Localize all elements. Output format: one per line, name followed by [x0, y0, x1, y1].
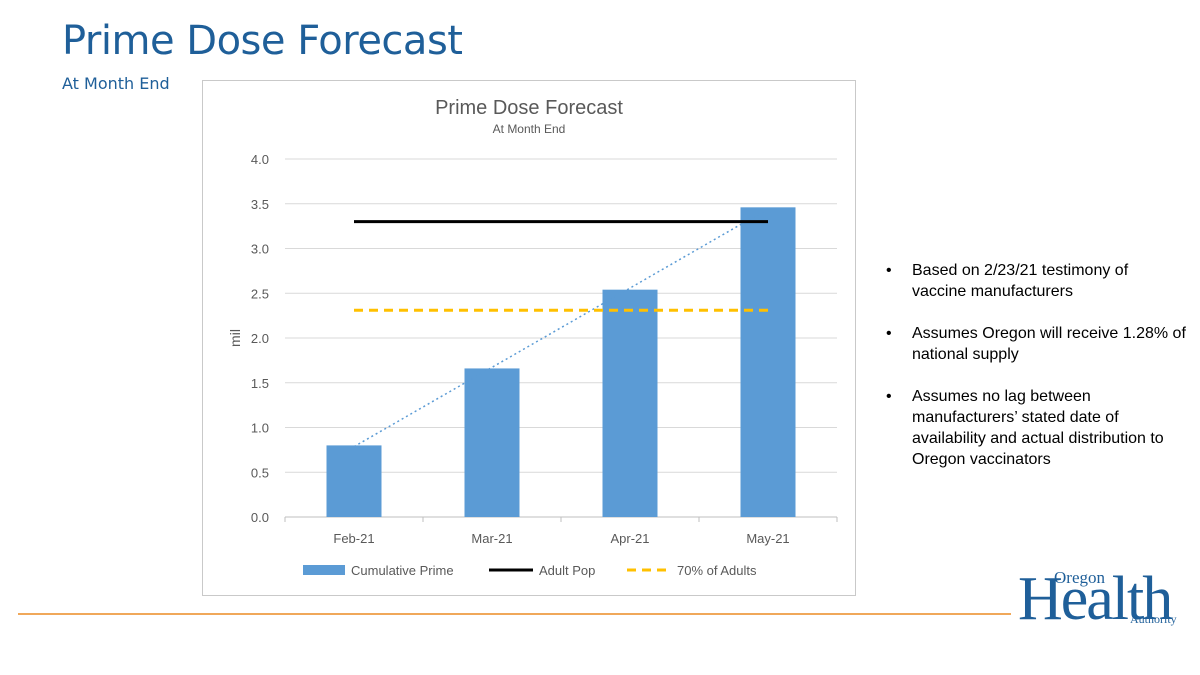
y-tick-label: 0.5 [251, 465, 269, 480]
y-axis-label: mil [227, 329, 243, 347]
bullet-icon: • [886, 325, 892, 342]
slide-title: Prime Dose Forecast [62, 18, 463, 64]
legend-label-70-percent-adults: 70% of Adults [677, 563, 757, 578]
x-tick-label: May-21 [746, 531, 789, 546]
bullet-icon: • [886, 388, 892, 405]
bullet-text: Assumes no lag between manufacturers’ st… [912, 388, 1164, 468]
y-tick-label: 1.5 [251, 376, 269, 391]
bullet-list: • Based on 2/23/21 testimony of vaccine … [886, 260, 1186, 491]
y-tick-label: 2.5 [251, 286, 269, 301]
logo-health-text: Health [1018, 565, 1173, 633]
chart-subtitle: At Month End [493, 122, 566, 136]
y-tick-label: 3.5 [251, 197, 269, 212]
bullet-item: • Assumes no lag between manufacturers’ … [886, 386, 1186, 470]
logo-authority-text: Authority [1130, 612, 1177, 626]
chart-frame: Prime Dose Forecast At Month End 0.0 0.5 1.0… [202, 80, 856, 596]
bullet-item: • Assumes Oregon will receive 1.28% of n… [886, 323, 1186, 365]
footer-divider [18, 613, 1011, 615]
trendline-cumulative-prime [353, 208, 769, 448]
chart-svg: Prime Dose Forecast At Month End 0.0 0.5 1.0… [227, 97, 838, 578]
y-tick-label: 0.0 [251, 510, 269, 525]
bar-cumulative-prime [464, 368, 520, 517]
bullet-text: Based on 2/23/21 testimony of vaccine ma… [912, 262, 1129, 300]
y-tick-label: 1.0 [251, 421, 269, 436]
bar-cumulative-prime [740, 207, 796, 517]
logo-oregon-text: Oregon [1054, 568, 1105, 587]
bar-cumulative-prime [602, 289, 658, 517]
x-tick-label: Feb-21 [333, 531, 374, 546]
bullet-item: • Based on 2/23/21 testimony of vaccine … [886, 260, 1186, 302]
legend-label-cumulative-prime: Cumulative Prime [351, 563, 454, 578]
legend-swatch-cumulative-prime [303, 565, 345, 575]
bar-cumulative-prime [326, 445, 382, 517]
y-tick-label: 4.0 [251, 152, 269, 167]
oregon-health-authority-logo: Health Oregon Authority [1012, 562, 1188, 632]
x-tick-label: Apr-21 [610, 531, 649, 546]
x-tick-label: Mar-21 [471, 531, 512, 546]
chart-title: Prime Dose Forecast [435, 97, 623, 119]
bullet-text: Assumes Oregon will receive 1.28% of nat… [912, 325, 1186, 363]
slide-subtitle: At Month End [62, 74, 170, 93]
legend-label-adult-pop: Adult Pop [539, 563, 595, 578]
y-tick-label: 3.0 [251, 242, 269, 257]
bullet-icon: • [886, 262, 892, 279]
y-tick-label: 2.0 [251, 331, 269, 346]
